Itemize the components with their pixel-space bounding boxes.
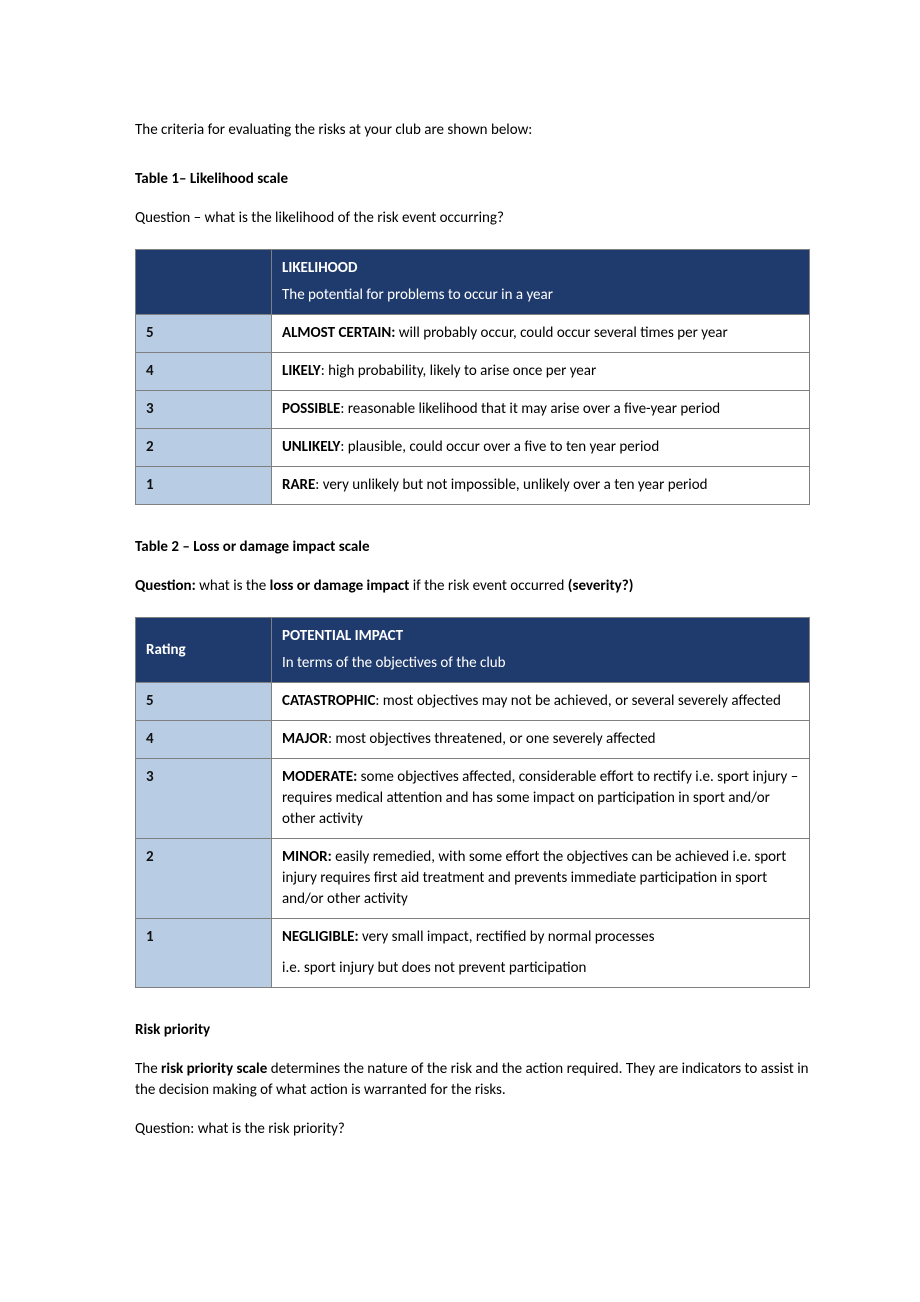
desc: : most objectives threatened, or one sev… xyxy=(328,730,656,748)
desc-extra: i.e. sport injury but does not prevent p… xyxy=(282,958,799,979)
rating-cell: 2 xyxy=(136,429,272,467)
risk-priority-heading: Risk priority xyxy=(135,1020,810,1041)
table2-header-right: POTENTIAL IMPACT In terms of the objecti… xyxy=(272,618,810,683)
table-row: 2 MINOR: easily remedied, with some effo… xyxy=(136,839,810,919)
rating-cell: 2 xyxy=(136,839,272,919)
q2-prefix: Question: xyxy=(135,577,196,595)
desc-cell: RARE: very unlikely but not impossible, … xyxy=(272,467,810,505)
risk-priority-question: Question: what is the risk priority? xyxy=(135,1119,810,1140)
risk-priority-para: The risk priority scale determines the n… xyxy=(135,1059,810,1101)
table-row: 2 UNLIKELY: plausible, could occur over … xyxy=(136,429,810,467)
term: MINOR: xyxy=(282,848,332,866)
table2-header-left: Rating xyxy=(136,618,272,683)
desc-cell: POSSIBLE: reasonable likelihood that it … xyxy=(272,391,810,429)
table-header-row: Rating POTENTIAL IMPACT In terms of the … xyxy=(136,618,810,683)
rating-cell: 5 xyxy=(136,683,272,721)
term: MAJOR xyxy=(282,730,328,748)
rating-cell: 3 xyxy=(136,759,272,839)
rating-cell: 1 xyxy=(136,467,272,505)
table2-heading: Table 2 – Loss or damage impact scale xyxy=(135,537,810,558)
desc-cell: UNLIKELY: plausible, could occur over a … xyxy=(272,429,810,467)
table-row: 4 MAJOR: most objectives threatened, or … xyxy=(136,721,810,759)
term: RARE xyxy=(282,476,315,494)
term: MODERATE: xyxy=(282,768,357,786)
desc-cell: MINOR: easily remedied, with some effort… xyxy=(272,839,810,919)
rating-cell: 3 xyxy=(136,391,272,429)
desc: : most objectives may not be achieved, o… xyxy=(375,692,780,710)
table-header-row: LIKELIHOOD The potential for problems to… xyxy=(136,250,810,315)
term: ALMOST CERTAIN: xyxy=(282,324,395,342)
rating-cell: 1 xyxy=(136,919,272,988)
table1-header-right: LIKELIHOOD The potential for problems to… xyxy=(272,250,810,315)
desc-cell: LIKELY: high probability, likely to aris… xyxy=(272,353,810,391)
table2-question: Question: what is the loss or damage imp… xyxy=(135,576,810,597)
desc-cell: NEGLIGIBLE: very small impact, rectified… xyxy=(272,919,810,988)
table1-header-left xyxy=(136,250,272,315)
rp-bold: risk priority scale xyxy=(161,1060,267,1078)
term: LIKELY xyxy=(282,362,321,380)
intro-text: The criteria for evaluating the risks at… xyxy=(135,120,810,141)
table-row: 5 CATASTROPHIC: most objectives may not … xyxy=(136,683,810,721)
table2-header-title: POTENTIAL IMPACT xyxy=(282,626,799,647)
q2-mid2: if the risk event occurred xyxy=(409,577,567,595)
table-row: 5 ALMOST CERTAIN: will probably occur, c… xyxy=(136,315,810,353)
rp-prefix: The xyxy=(135,1060,161,1078)
desc: : plausible, could occur over a five to … xyxy=(340,438,659,456)
table-row: 1 NEGLIGIBLE: very small impact, rectifi… xyxy=(136,919,810,988)
desc: some objectives affected, considerable e… xyxy=(282,768,798,828)
desc: easily remedied, with some effort the ob… xyxy=(282,848,786,908)
desc: will probably occur, could occur several… xyxy=(395,324,727,342)
rating-cell: 4 xyxy=(136,721,272,759)
table2-header-sub: In terms of the objectives of the club xyxy=(282,653,799,674)
table-row: 3 POSSIBLE: reasonable likelihood that i… xyxy=(136,391,810,429)
desc-cell: MAJOR: most objectives threatened, or on… xyxy=(272,721,810,759)
table-row: 1 RARE: very unlikely but not impossible… xyxy=(136,467,810,505)
desc: : very unlikely but not impossible, unli… xyxy=(315,476,707,494)
rating-cell: 5 xyxy=(136,315,272,353)
page: The criteria for evaluating the risks at… xyxy=(0,0,920,1302)
term: POSSIBLE xyxy=(282,400,340,418)
table-row: 4 LIKELY: high probability, likely to ar… xyxy=(136,353,810,391)
table1-heading: Table 1– Likelihood scale xyxy=(135,169,810,190)
q2-mid1: what is the xyxy=(196,577,270,595)
table1-header-title: LIKELIHOOD xyxy=(282,258,799,279)
table-row: 3 MODERATE: some objectives affected, co… xyxy=(136,759,810,839)
table1-header-sub: The potential for problems to occur in a… xyxy=(282,285,799,306)
q2-bold2: (severity?) xyxy=(568,577,634,595)
desc: : reasonable likelihood that it may aris… xyxy=(340,400,720,418)
rating-cell: 4 xyxy=(136,353,272,391)
term: CATASTROPHIC xyxy=(282,692,375,710)
table1-question: Question – what is the likelihood of the… xyxy=(135,208,810,229)
desc-cell: MODERATE: some objectives affected, cons… xyxy=(272,759,810,839)
term: NEGLIGIBLE: xyxy=(282,928,359,946)
desc: very small impact, rectified by normal p… xyxy=(359,928,655,946)
desc: : high probability, likely to arise once… xyxy=(321,362,597,380)
desc-cell: ALMOST CERTAIN: will probably occur, cou… xyxy=(272,315,810,353)
term: UNLIKELY xyxy=(282,438,340,456)
likelihood-table: LIKELIHOOD The potential for problems to… xyxy=(135,249,810,505)
impact-table: Rating POTENTIAL IMPACT In terms of the … xyxy=(135,617,810,988)
desc-cell: CATASTROPHIC: most objectives may not be… xyxy=(272,683,810,721)
q2-bold1: loss or damage impact xyxy=(270,577,410,595)
